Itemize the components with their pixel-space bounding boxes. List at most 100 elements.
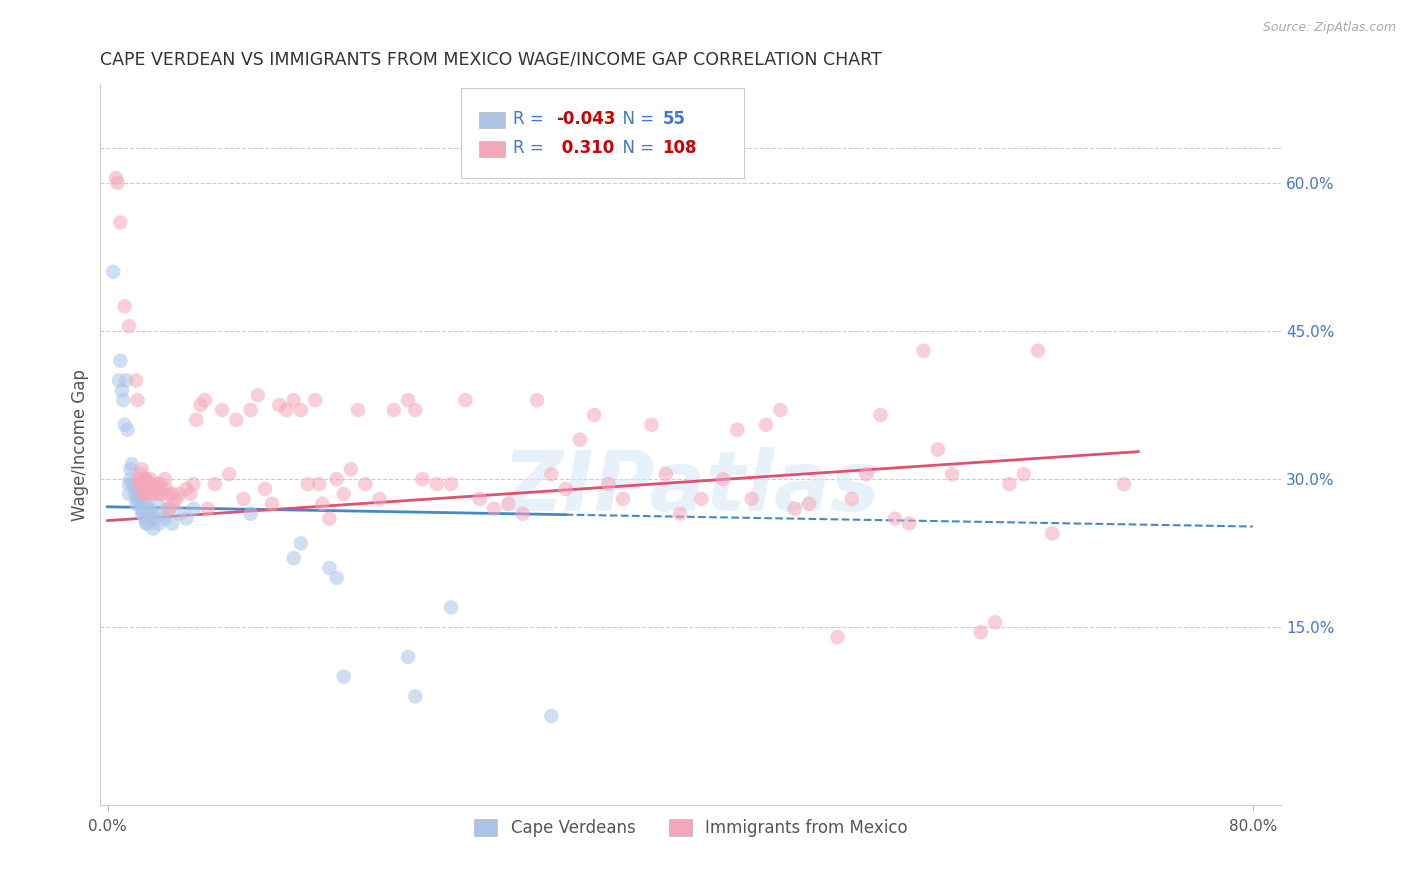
Point xyxy=(468,491,491,506)
Point xyxy=(690,491,713,506)
Point xyxy=(941,467,963,482)
Point xyxy=(440,477,463,491)
Point xyxy=(180,487,202,501)
FancyBboxPatch shape xyxy=(479,141,505,157)
Point xyxy=(318,561,340,575)
Point xyxy=(143,511,166,525)
Point xyxy=(141,477,163,491)
Text: 55: 55 xyxy=(662,110,686,128)
Point xyxy=(262,497,284,511)
Point xyxy=(153,511,176,525)
Point xyxy=(454,393,477,408)
Point xyxy=(127,491,149,506)
Point xyxy=(225,413,247,427)
Point xyxy=(132,497,155,511)
Point xyxy=(253,482,276,496)
Point xyxy=(340,462,363,476)
Point xyxy=(131,507,153,521)
Point xyxy=(134,497,156,511)
Point xyxy=(129,467,152,482)
Point xyxy=(197,501,219,516)
Point xyxy=(598,477,620,491)
Point xyxy=(998,477,1021,491)
Point xyxy=(134,511,156,525)
Point xyxy=(304,393,326,408)
Point xyxy=(128,472,150,486)
Point xyxy=(148,482,170,496)
Text: R =: R = xyxy=(513,138,548,157)
Point xyxy=(155,482,177,496)
Point xyxy=(640,417,662,432)
Point xyxy=(118,487,141,501)
Point xyxy=(368,491,391,506)
Text: R =: R = xyxy=(513,110,548,128)
Text: -0.043: -0.043 xyxy=(557,110,616,128)
Point xyxy=(120,472,142,486)
Y-axis label: Wage/Income Gap: Wage/Income Gap xyxy=(72,368,89,521)
Point xyxy=(218,467,240,482)
Point xyxy=(141,507,163,521)
Point xyxy=(125,482,148,496)
Point xyxy=(396,393,419,408)
Point xyxy=(855,467,877,482)
Point xyxy=(498,497,520,511)
Text: CAPE VERDEAN VS IMMIGRANTS FROM MEXICO WAGE/INCOME GAP CORRELATION CHART: CAPE VERDEAN VS IMMIGRANTS FROM MEXICO W… xyxy=(100,51,882,69)
Point xyxy=(783,501,806,516)
Point xyxy=(311,497,333,511)
Point xyxy=(655,467,678,482)
Point xyxy=(669,507,692,521)
Point xyxy=(134,482,156,496)
Point xyxy=(540,709,562,723)
Point xyxy=(290,536,312,550)
Point xyxy=(128,477,150,491)
Point xyxy=(283,551,305,566)
Text: 0.310: 0.310 xyxy=(557,138,614,157)
Point xyxy=(290,403,312,417)
Point xyxy=(142,521,165,535)
Point xyxy=(136,507,159,521)
Point xyxy=(883,511,905,525)
Point xyxy=(156,501,179,516)
Point xyxy=(138,501,160,516)
Point xyxy=(128,497,150,511)
Point xyxy=(568,433,591,447)
Point xyxy=(118,319,141,334)
Point xyxy=(540,467,562,482)
Point xyxy=(156,487,179,501)
Point xyxy=(308,477,330,491)
Legend: Cape Verdeans, Immigrants from Mexico: Cape Verdeans, Immigrants from Mexico xyxy=(467,812,914,844)
Point xyxy=(139,472,162,486)
Point xyxy=(167,487,190,501)
Point xyxy=(482,501,505,516)
Point xyxy=(283,393,305,408)
Point xyxy=(755,417,778,432)
Point xyxy=(150,487,173,501)
Point xyxy=(132,507,155,521)
Point xyxy=(125,373,148,387)
Point xyxy=(912,343,935,358)
Point xyxy=(841,491,863,506)
Point xyxy=(129,477,152,491)
Point xyxy=(797,497,820,511)
Point xyxy=(190,398,212,412)
Point xyxy=(136,516,159,531)
Point xyxy=(136,477,159,491)
Point xyxy=(132,482,155,496)
FancyBboxPatch shape xyxy=(461,87,744,178)
Point xyxy=(127,393,149,408)
Point xyxy=(382,403,405,417)
Point xyxy=(135,501,157,516)
Point xyxy=(129,477,152,491)
Point xyxy=(110,353,132,368)
Point xyxy=(194,393,217,408)
Point xyxy=(131,501,153,516)
Point xyxy=(157,501,180,516)
Point xyxy=(927,442,949,457)
Point xyxy=(276,403,298,417)
Point xyxy=(165,491,187,506)
Point xyxy=(135,487,157,501)
Point xyxy=(404,690,426,704)
Point xyxy=(204,477,226,491)
Point xyxy=(404,403,426,417)
Point xyxy=(183,477,205,491)
